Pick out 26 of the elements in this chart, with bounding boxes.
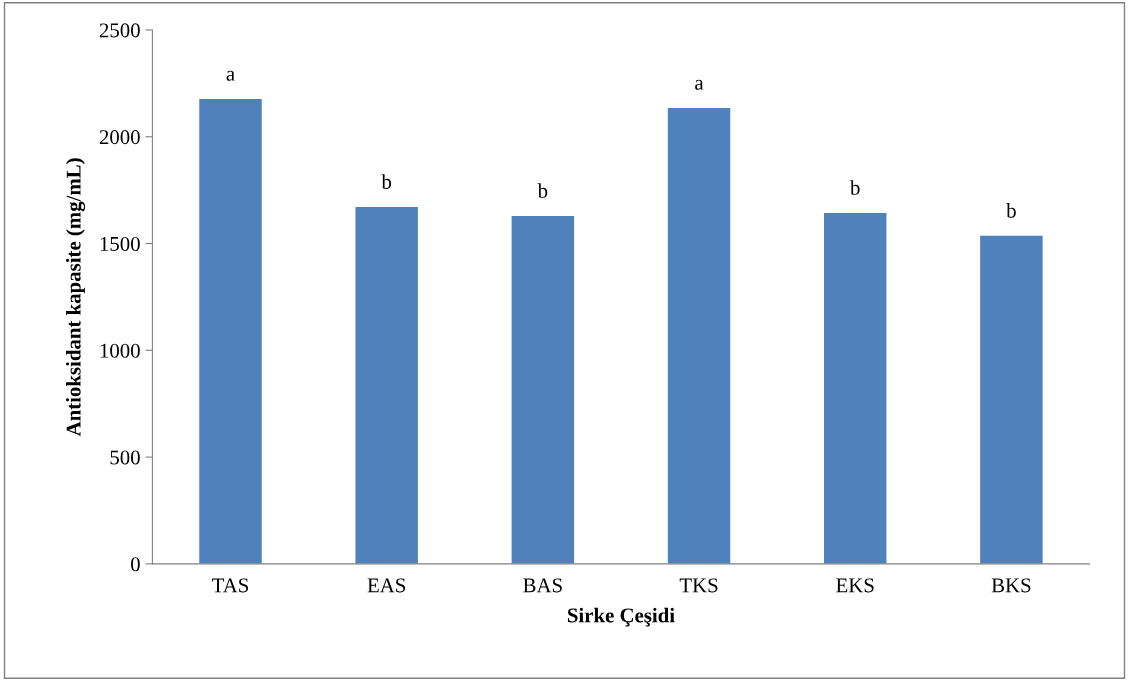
annotation: b [537, 183, 548, 198]
annotation: a [226, 70, 235, 81]
annotation: b [1006, 203, 1016, 218]
bar [980, 235, 1043, 564]
bar [667, 107, 731, 564]
bar [823, 212, 887, 564]
annotation: b [850, 180, 860, 195]
bar [511, 215, 575, 564]
y-tick-label: 1500 [100, 236, 140, 251]
annotation: b [381, 174, 392, 189]
y-axis-title: Antioksidant kapasite (mg/mL) [66, 158, 86, 437]
x-tick-label: TAS [212, 578, 249, 593]
y-tick-label: 1000 [100, 343, 140, 358]
y-tick-label: 2000 [99, 130, 140, 145]
y-tick-label: 0 [130, 557, 140, 572]
x-tick-label: EAS [367, 578, 406, 593]
y-tick-label: 2500 [99, 23, 140, 38]
x-tick-label: TKS [679, 578, 718, 593]
x-tick-label: EKS [836, 578, 874, 593]
x-axis-title: Sirke Çeşidi [567, 607, 675, 627]
bar [355, 207, 418, 564]
x-tick-label: BAS [523, 578, 562, 593]
annotation: a [695, 79, 704, 90]
x-tick-label: BKS [991, 578, 1031, 593]
bar [199, 98, 262, 564]
y-tick-label: 500 [110, 450, 140, 465]
